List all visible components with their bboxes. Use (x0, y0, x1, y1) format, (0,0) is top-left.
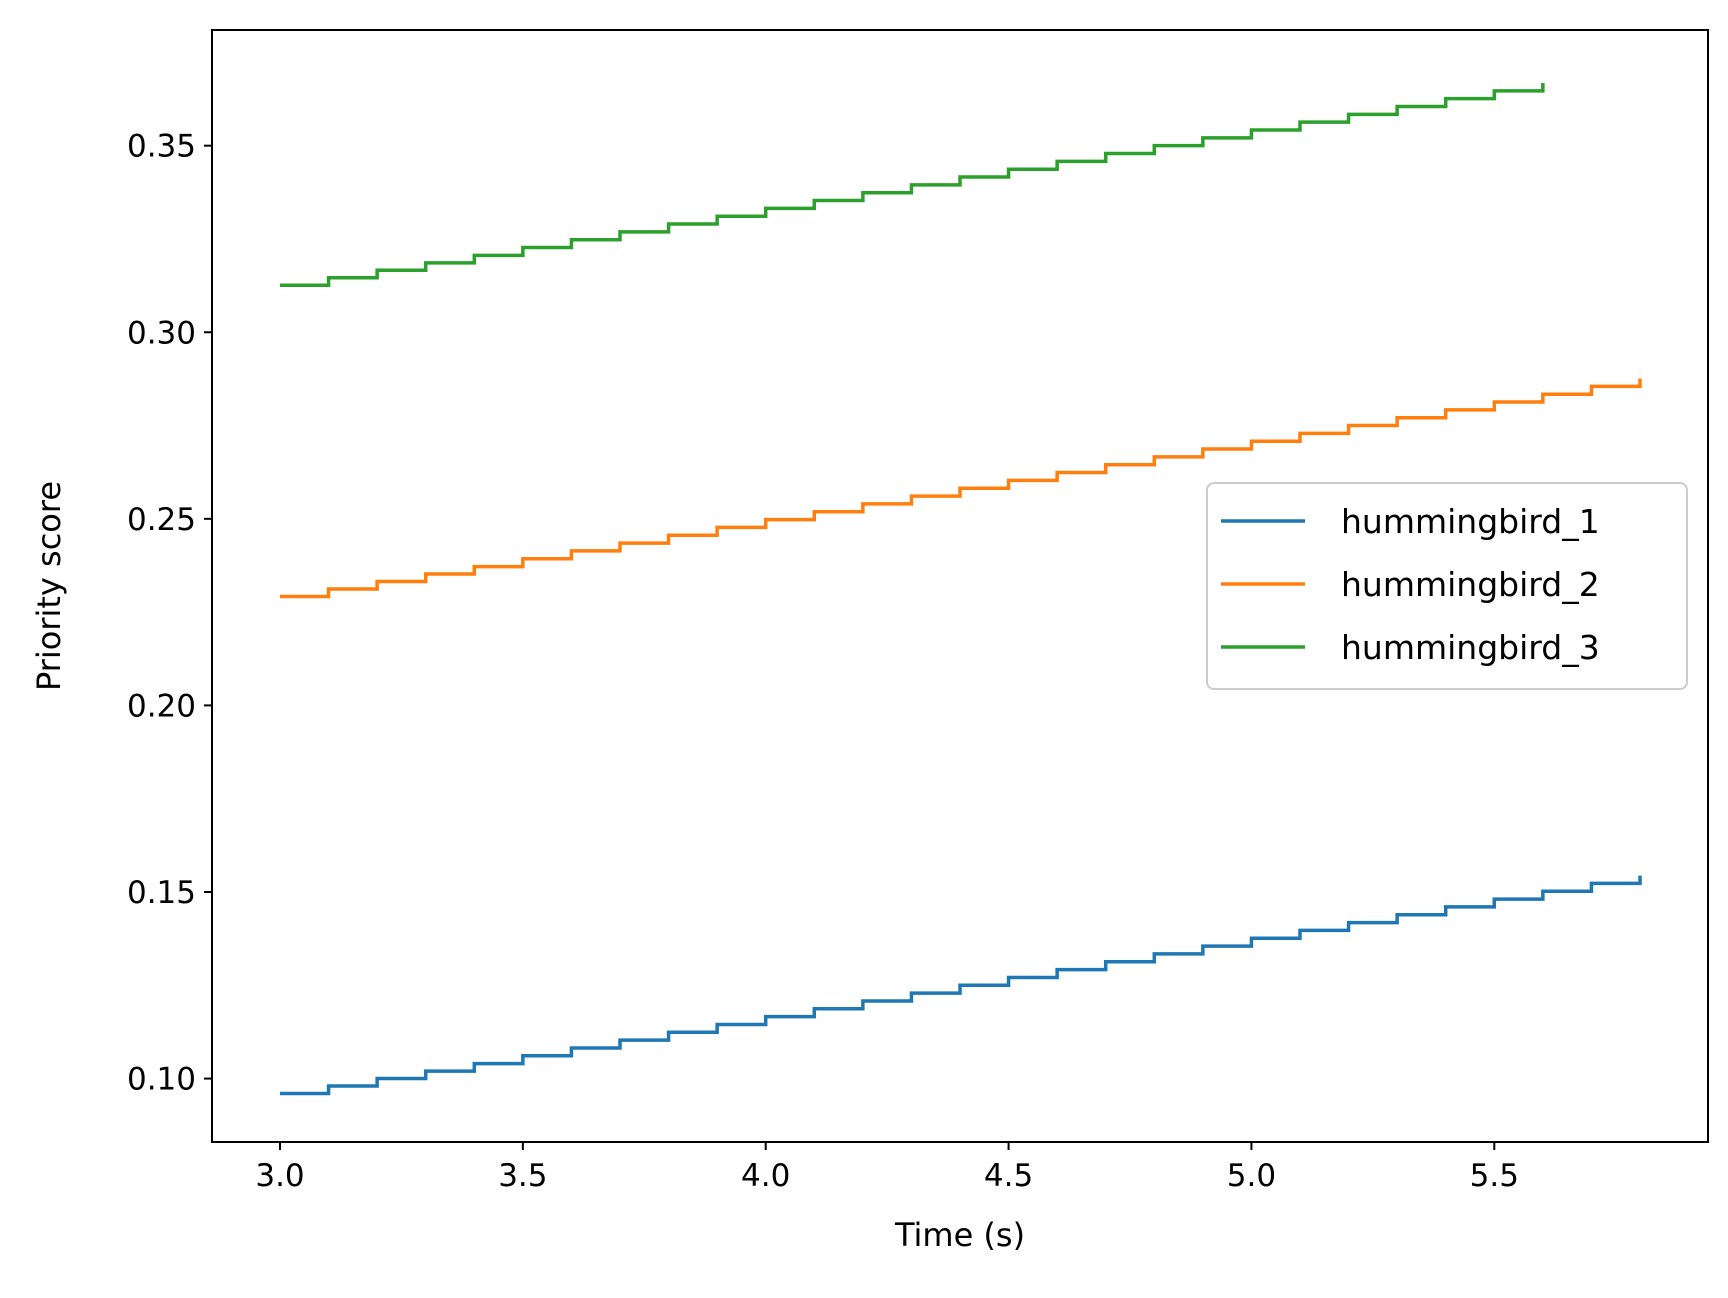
series-layer (280, 82, 1642, 1096)
y-axis-label: Priority score (30, 481, 68, 691)
x-tick-label: 3.0 (255, 1158, 304, 1194)
y-tick-label: 0.10 (127, 1062, 196, 1098)
x-tick-label: 5.0 (1227, 1158, 1276, 1194)
y-tick-label: 0.20 (127, 688, 196, 724)
y-tick-label: 0.15 (127, 875, 196, 911)
y-axis: 0.10 0.15 0.20 0.25 0.30 0.35 (127, 129, 212, 1098)
legend-label: hummingbird_1 (1341, 502, 1600, 541)
x-tick-label: 3.5 (498, 1158, 547, 1194)
legend-label: hummingbird_3 (1341, 628, 1600, 667)
legend-label: hummingbird_2 (1341, 565, 1600, 604)
x-tick-label: 4.0 (741, 1158, 790, 1194)
plot-frame (211, 29, 1709, 1143)
x-tick-label: 4.5 (984, 1158, 1033, 1194)
x-axis-label: Time (s) (894, 1216, 1025, 1254)
series-line-2 (280, 378, 1642, 599)
legend: hummingbird_1 hummingbird_2 hummingbird_3 (1206, 482, 1688, 690)
series-line-1 (280, 875, 1642, 1096)
y-tick-label: 0.25 (127, 502, 196, 538)
y-tick-label: 0.30 (127, 315, 196, 351)
series-line-3 (280, 82, 1545, 287)
legend-box (1206, 482, 1688, 690)
x-tick-label: 5.5 (1470, 1158, 1519, 1194)
x-axis: 3.0 3.5 4.0 4.5 5.0 5.5 (255, 1142, 1519, 1194)
y-tick-label: 0.35 (127, 129, 196, 165)
